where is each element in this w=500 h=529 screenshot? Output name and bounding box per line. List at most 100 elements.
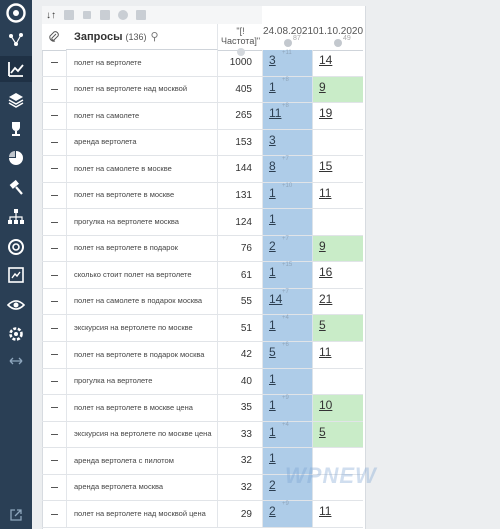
position-cell-date-2[interactable]: 9: [313, 235, 363, 262]
position-value[interactable]: 14: [269, 291, 283, 306]
copy-icon[interactable]: [60, 6, 78, 24]
query-cell[interactable]: сколько стоит полет на вертолете: [66, 262, 218, 288]
query-cell[interactable]: аренда вертолета с пилотом: [66, 448, 218, 474]
position-cell-date-2[interactable]: 11: [313, 183, 363, 209]
position-value[interactable]: 1: [269, 265, 276, 280]
position-value[interactable]: 10: [319, 398, 333, 413]
column-header-frequency[interactable]: "[!Частота]": [218, 24, 264, 56]
pie-icon[interactable]: [7, 149, 25, 167]
position-value[interactable]: 1: [269, 185, 276, 200]
row-attach-cell[interactable]: [42, 103, 67, 129]
position-cell-date-2[interactable]: 11: [313, 342, 363, 368]
position-value[interactable]: 19: [319, 106, 333, 121]
chart-nav-item[interactable]: [0, 56, 32, 82]
lifebuoy-icon[interactable]: [7, 238, 25, 256]
position-cell-date-2[interactable]: 15: [313, 156, 363, 182]
position-cell-date-1[interactable]: 2 +7: [263, 235, 313, 262]
row-attach-cell[interactable]: [42, 315, 67, 342]
position-cell-date-2[interactable]: 14: [313, 50, 363, 76]
query-cell[interactable]: полет на вертолете над москвой: [66, 76, 218, 103]
column-header-date-2[interactable]: 01.10.2020 49: [313, 24, 363, 51]
row-attach-cell[interactable]: [42, 368, 67, 395]
position-value[interactable]: 5: [319, 424, 326, 439]
row-attach-cell[interactable]: [42, 209, 67, 235]
position-cell-date-1[interactable]: 8 +7: [263, 156, 313, 182]
row-attach-cell[interactable]: [42, 50, 67, 76]
query-cell[interactable]: прогулка на вертолете москва: [66, 209, 218, 235]
position-cell-date-1[interactable]: 1 +10: [263, 182, 313, 209]
query-cell[interactable]: полет на самолете в подарок москва: [66, 288, 218, 315]
position-cell-date-2[interactable]: 9: [313, 76, 363, 103]
position-cell-date-1[interactable]: 1: [263, 209, 313, 235]
trophy-icon[interactable]: [7, 120, 25, 138]
position-cell-date-2[interactable]: [313, 369, 363, 395]
query-cell[interactable]: полет на вертолете в подарок: [66, 235, 218, 262]
export-icon[interactable]: [96, 6, 114, 24]
position-value[interactable]: 21: [319, 291, 333, 306]
column-header-date-1[interactable]: 24.08.2021 87: [263, 24, 314, 51]
position-cell-date-1[interactable]: 14 +7: [263, 288, 313, 315]
position-value[interactable]: 1: [269, 212, 276, 227]
position-value[interactable]: 5: [269, 345, 276, 360]
hammer-icon[interactable]: [7, 179, 25, 197]
query-cell[interactable]: полет на самолете в москве: [66, 156, 218, 182]
query-cell[interactable]: полет на вертолете: [66, 50, 218, 76]
position-cell-date-1[interactable]: 3 +11: [263, 50, 313, 76]
column-header-queries[interactable]: Запросы (136) ⚲: [66, 24, 218, 50]
position-value[interactable]: 1: [269, 371, 276, 386]
logo-icon[interactable]: [6, 3, 26, 23]
query-cell[interactable]: прогулка на вертолете: [66, 368, 218, 395]
position-value[interactable]: 11: [319, 504, 332, 519]
query-cell[interactable]: полет на вертолете в москве цена: [66, 395, 218, 421]
position-cell-date-1[interactable]: 1 +15: [263, 262, 313, 288]
link-icon[interactable]: [78, 6, 96, 24]
position-cell-date-2[interactable]: 19: [313, 103, 363, 129]
position-cell-date-2[interactable]: 11: [313, 501, 363, 527]
row-attach-cell[interactable]: [42, 342, 67, 368]
layers-icon[interactable]: [7, 91, 25, 109]
position-cell-date-1[interactable]: 2: [263, 474, 313, 501]
position-value[interactable]: 1: [269, 318, 276, 333]
eye-icon[interactable]: [7, 296, 25, 314]
row-attach-cell[interactable]: [42, 235, 67, 262]
query-cell[interactable]: аренда вертолета: [66, 129, 218, 156]
position-cell-date-2[interactable]: 5: [313, 315, 363, 342]
position-cell-date-1[interactable]: 2 +9: [263, 501, 313, 527]
position-cell-date-1[interactable]: 1 +4: [263, 315, 313, 342]
position-value[interactable]: 11: [319, 185, 332, 200]
search-icon[interactable]: ⚲: [150, 31, 159, 43]
position-value[interactable]: 14: [319, 53, 333, 67]
arrows-icon[interactable]: [7, 352, 25, 370]
position-value[interactable]: 11: [319, 345, 332, 360]
position-value[interactable]: 1: [269, 451, 276, 466]
position-cell-date-1[interactable]: 1: [263, 368, 313, 395]
position-value[interactable]: 1: [269, 398, 276, 413]
position-value[interactable]: 5: [319, 318, 326, 333]
position-value[interactable]: 9: [319, 79, 326, 94]
position-value[interactable]: 1: [269, 79, 276, 94]
position-value[interactable]: 1: [269, 424, 276, 439]
query-cell[interactable]: экскурсия на вертолете по москве цена: [66, 421, 218, 448]
row-attach-cell[interactable]: [42, 395, 67, 421]
position-value[interactable]: 11: [269, 106, 282, 121]
position-cell-date-1[interactable]: 1 +4: [263, 421, 313, 448]
row-attach-cell[interactable]: [42, 156, 67, 182]
row-attach-cell[interactable]: [42, 76, 67, 103]
position-cell-date-1[interactable]: 1 +8: [263, 76, 313, 103]
row-attach-cell[interactable]: [42, 448, 67, 474]
position-value[interactable]: 15: [319, 159, 333, 174]
position-cell-date-2[interactable]: 21: [313, 289, 363, 315]
position-cell-date-1[interactable]: 1 +9: [263, 395, 313, 421]
position-cell-date-2[interactable]: 5: [313, 421, 363, 448]
share-icon[interactable]: [7, 31, 25, 49]
row-attach-cell[interactable]: [42, 288, 67, 315]
position-value[interactable]: 2: [269, 238, 276, 253]
report-icon[interactable]: [7, 266, 25, 284]
position-value[interactable]: 2: [269, 477, 276, 492]
position-value[interactable]: 3: [269, 132, 276, 147]
filter-icon[interactable]: [114, 6, 132, 24]
position-value[interactable]: 9: [319, 238, 326, 253]
position-cell-date-2[interactable]: [313, 130, 363, 156]
frequency-settings-icon[interactable]: [236, 48, 245, 56]
folder-icon[interactable]: [132, 6, 150, 24]
